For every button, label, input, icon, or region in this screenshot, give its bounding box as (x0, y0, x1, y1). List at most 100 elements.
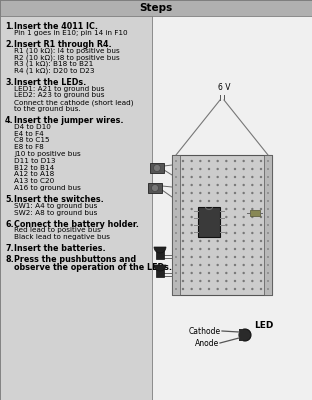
Circle shape (260, 272, 262, 274)
Circle shape (234, 288, 236, 290)
Circle shape (175, 232, 177, 234)
Text: Anode: Anode (195, 338, 219, 348)
Circle shape (208, 216, 210, 218)
Circle shape (267, 256, 269, 258)
Text: Red lead to positive bus: Red lead to positive bus (14, 227, 101, 233)
Circle shape (190, 240, 193, 242)
Circle shape (217, 248, 219, 250)
Text: Insert the switches.: Insert the switches. (14, 195, 104, 204)
Circle shape (242, 208, 245, 210)
Text: Black lead to negative bus: Black lead to negative bus (14, 234, 110, 240)
Circle shape (182, 280, 184, 282)
Circle shape (175, 192, 177, 194)
Text: 6 V: 6 V (218, 83, 230, 92)
Circle shape (225, 160, 227, 162)
Circle shape (190, 248, 193, 250)
Text: A12 to A18: A12 to A18 (14, 171, 54, 177)
Circle shape (217, 272, 219, 274)
Circle shape (175, 216, 177, 218)
Circle shape (190, 280, 193, 282)
Circle shape (199, 280, 202, 282)
Circle shape (217, 216, 219, 218)
Circle shape (175, 160, 177, 162)
Circle shape (234, 256, 236, 258)
Circle shape (199, 264, 202, 266)
Circle shape (242, 168, 245, 170)
Circle shape (175, 240, 177, 242)
Circle shape (242, 280, 245, 282)
Text: 4.: 4. (5, 116, 14, 125)
Circle shape (251, 240, 254, 242)
Circle shape (242, 248, 245, 250)
Circle shape (199, 176, 202, 178)
Text: B12 to B14: B12 to B14 (14, 164, 54, 170)
Circle shape (182, 208, 184, 210)
Circle shape (242, 216, 245, 218)
Circle shape (234, 160, 236, 162)
Bar (148, 183, 162, 193)
Circle shape (199, 248, 202, 250)
Circle shape (175, 168, 177, 170)
Bar (156, 265, 164, 277)
Circle shape (260, 216, 262, 218)
Circle shape (225, 240, 227, 242)
Circle shape (199, 224, 202, 226)
Circle shape (234, 264, 236, 266)
Circle shape (234, 192, 236, 194)
Text: A16 to ground bus: A16 to ground bus (14, 185, 81, 191)
Circle shape (267, 232, 269, 234)
Circle shape (260, 280, 262, 282)
Bar (198, 207, 220, 237)
Circle shape (190, 192, 193, 194)
Circle shape (175, 208, 177, 210)
Text: to the ground bus.: to the ground bus. (14, 106, 81, 112)
Text: R2 (10 kΩ): I8 to positive bus: R2 (10 kΩ): I8 to positive bus (14, 54, 120, 61)
Circle shape (199, 216, 202, 218)
Circle shape (217, 264, 219, 266)
Circle shape (260, 192, 262, 194)
Circle shape (260, 288, 262, 290)
Circle shape (175, 272, 177, 274)
Circle shape (225, 224, 227, 226)
Circle shape (242, 272, 245, 274)
Circle shape (225, 232, 227, 234)
Circle shape (190, 200, 193, 202)
Circle shape (199, 192, 202, 194)
Circle shape (208, 176, 210, 178)
Circle shape (208, 256, 210, 258)
Circle shape (225, 176, 227, 178)
Text: Press the pushbuttons and: Press the pushbuttons and (14, 256, 136, 264)
Circle shape (199, 288, 202, 290)
Circle shape (225, 248, 227, 250)
Circle shape (154, 164, 160, 172)
Circle shape (242, 160, 245, 162)
Circle shape (242, 176, 245, 178)
Circle shape (182, 160, 184, 162)
Bar (172, 155, 272, 295)
Circle shape (199, 272, 202, 274)
Circle shape (182, 168, 184, 170)
Circle shape (260, 176, 262, 178)
Bar (150, 163, 164, 173)
Circle shape (182, 264, 184, 266)
Circle shape (182, 288, 184, 290)
Wedge shape (154, 247, 166, 253)
Circle shape (217, 176, 219, 178)
Circle shape (239, 329, 251, 341)
Circle shape (260, 232, 262, 234)
Circle shape (260, 160, 262, 162)
Circle shape (217, 256, 219, 258)
Circle shape (208, 272, 210, 274)
Circle shape (199, 256, 202, 258)
Circle shape (225, 200, 227, 202)
Circle shape (175, 288, 177, 290)
Circle shape (234, 184, 236, 186)
Circle shape (190, 256, 193, 258)
Text: LED1: A21 to ground bus: LED1: A21 to ground bus (14, 86, 105, 92)
Circle shape (175, 280, 177, 282)
Circle shape (225, 208, 227, 210)
Circle shape (208, 232, 210, 234)
Text: observe the operation of the LEDs.: observe the operation of the LEDs. (14, 263, 172, 272)
Circle shape (251, 200, 254, 202)
Text: Insert the 4011 IC.: Insert the 4011 IC. (14, 22, 98, 31)
